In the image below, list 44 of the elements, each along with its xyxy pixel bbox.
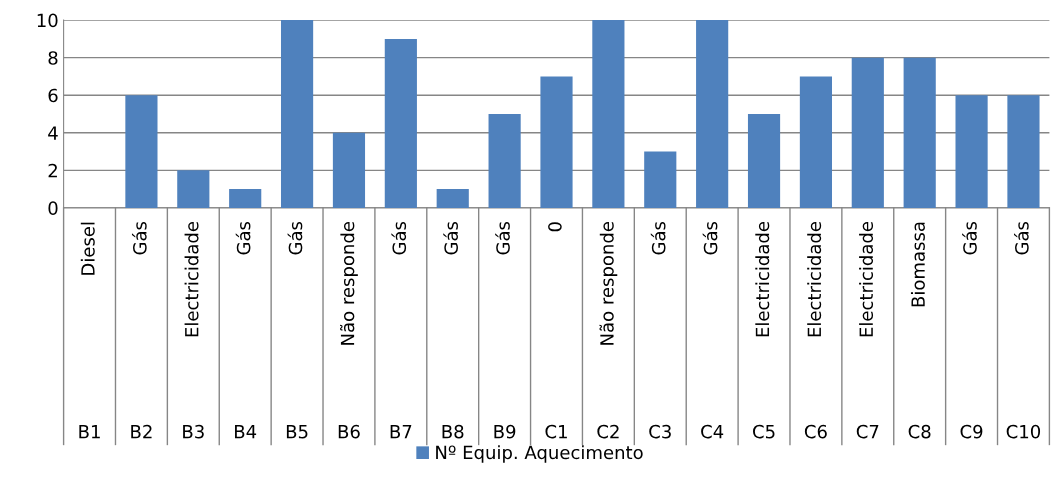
bar: [125, 95, 158, 208]
category-label: Gás B9: [494, 221, 516, 439]
category-label: Não responde C2: [597, 222, 619, 439]
bar: [280, 20, 314, 208]
bar: [851, 57, 884, 208]
y-tick-label: 2: [48, 163, 57, 178]
bar: [229, 189, 262, 208]
y-tick-label: 4: [48, 126, 58, 140]
y-tick-label: 6: [48, 88, 58, 103]
category-label: 0 C1: [545, 222, 567, 439]
y-tick-label: 8: [48, 51, 58, 65]
bar: [384, 38, 417, 208]
bar: [177, 170, 210, 208]
category-label: Gás C3: [649, 221, 671, 439]
bar: [592, 20, 625, 208]
bar: [696, 20, 729, 208]
category-label: Gás B7: [390, 221, 412, 439]
category-label: Gás B2: [131, 221, 152, 439]
category-label: Gás C4: [701, 221, 724, 439]
legend-label: Nº Equip. Aquecimento: [436, 445, 643, 463]
category-label: Electricidade C5: [753, 222, 775, 439]
y-tick-label: 0: [48, 201, 58, 215]
category-label: Gás C10: [1006, 221, 1041, 439]
bar: [488, 114, 521, 208]
bar: [955, 95, 988, 208]
bar: [903, 57, 936, 208]
bar: [799, 76, 833, 208]
category-label: Gás B8: [442, 221, 464, 439]
category-label: Gás B4: [235, 221, 257, 439]
category-label: Electricidade C7: [856, 222, 879, 439]
y-tick-label: 10: [37, 13, 58, 28]
category-label: Gás C9: [960, 221, 983, 439]
category-label: Biomassa C8: [908, 222, 931, 439]
category-label: Não responde B6: [338, 222, 360, 439]
bar: [540, 76, 573, 208]
bar: [747, 114, 781, 208]
bar: [332, 132, 366, 208]
category-label: Electricidade B3: [183, 222, 204, 439]
category-label: Diesel B1: [79, 222, 100, 439]
category-label: Electricidade C6: [804, 222, 827, 439]
bar: [436, 189, 469, 208]
bar: [644, 151, 677, 208]
category-label: Gás B5: [286, 221, 308, 439]
bar: [1007, 95, 1040, 208]
